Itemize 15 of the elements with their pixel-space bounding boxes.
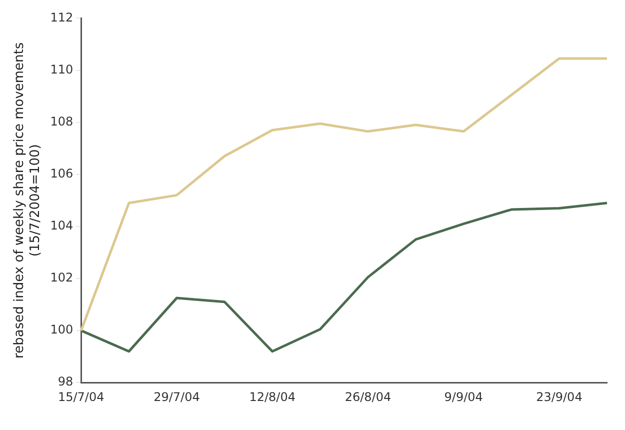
x-tick-label: 26/8/04 xyxy=(344,390,392,404)
x-tick-label: 15/7/04 xyxy=(58,390,104,404)
y-tick-label: 106 xyxy=(50,166,74,180)
x-tick-label: 9/9/04 xyxy=(444,390,483,404)
y-tick-label: 100 xyxy=(50,322,74,337)
y-tick-label: 112 xyxy=(50,10,74,24)
y-tick-label: 102 xyxy=(50,270,74,285)
x-tick-label: 29/7/04 xyxy=(154,390,200,404)
y-tick-label: 108 xyxy=(50,114,74,128)
y-tick-label: 98 xyxy=(58,374,74,389)
y-tick-label: 104 xyxy=(50,218,74,233)
y-axis-title: rebased index of weekly share price movements (15/7/2004=100) xyxy=(12,42,43,358)
y-tick-label: 110 xyxy=(50,62,74,76)
x-tick-label: 23/9/04 xyxy=(536,390,582,404)
x-tick-label: 12/8/04 xyxy=(249,390,296,404)
